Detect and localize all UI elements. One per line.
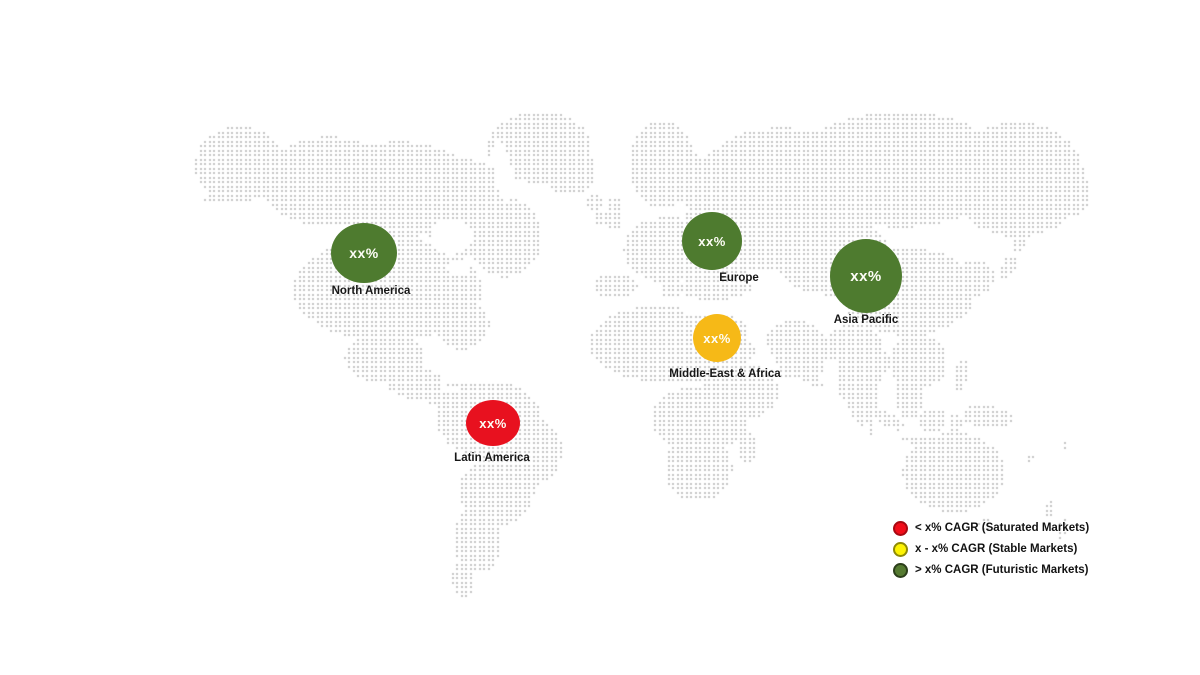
legend-label-saturated: < x% CAGR (Saturated Markets) xyxy=(915,522,1090,534)
region-label-europe: Europe xyxy=(719,272,759,284)
region-label-north-america: North America xyxy=(331,285,411,297)
legend-row-stable: x - x% CAGR (Stable Markets) xyxy=(893,541,1089,557)
legend-swatch-stable-icon xyxy=(893,541,908,557)
region-label-middle-east-africa: Middle-East & Africa xyxy=(669,368,781,380)
region-bubble-latin-america[interactable]: xx% xyxy=(466,400,520,446)
legend-label-stable: x - x% CAGR (Stable Markets) xyxy=(915,543,1078,555)
region-bubble-north-america[interactable]: xx% xyxy=(331,223,397,283)
region-label-latin-america: Latin America xyxy=(454,452,530,464)
legend-label-futuristic: > x% CAGR (Futuristic Markets) xyxy=(915,564,1089,576)
region-bubble-europe[interactable]: xx% xyxy=(682,212,742,270)
region-label-asia-pacific: Asia Pacific xyxy=(833,314,899,326)
region-bubble-asia-pacific[interactable]: xx% xyxy=(830,239,902,313)
region-bubble-middle-east-africa[interactable]: xx% xyxy=(693,314,741,362)
legend-row-futuristic: > x% CAGR (Futuristic Markets) xyxy=(893,562,1089,578)
legend-swatch-saturated-icon xyxy=(893,520,908,536)
cagr-legend: < x% CAGR (Saturated Markets) x - x% CAGR… xyxy=(893,520,1089,583)
legend-swatch-futuristic-icon xyxy=(893,562,908,578)
legend-row-saturated: < x% CAGR (Saturated Markets) xyxy=(893,520,1089,536)
